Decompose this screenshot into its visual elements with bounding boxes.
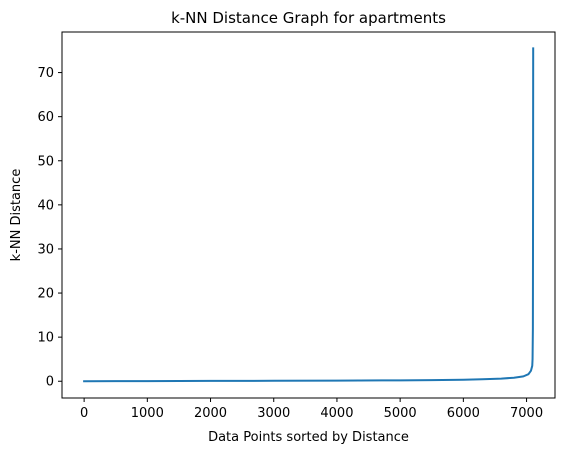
y-tick-label: 40 [37, 198, 54, 213]
chart-title: k-NN Distance Graph for apartments [171, 9, 446, 27]
x-tick-label: 6000 [447, 406, 480, 421]
series-line-0 [83, 47, 535, 383]
y-tick-label: 10 [37, 331, 54, 346]
y-tick-label: 50 [37, 154, 54, 169]
x-tick-label: 4000 [320, 406, 353, 421]
plot-frame [61, 31, 556, 399]
x-tick-label: 3000 [257, 406, 290, 421]
x-tick-label: 7000 [510, 406, 543, 421]
x-axis-label: Data Points sorted by Distance [208, 430, 409, 445]
y-tick-label: 60 [37, 110, 54, 125]
plot-layer [83, 47, 535, 383]
y-tick-label: 30 [37, 242, 54, 257]
y-tick-label: 0 [46, 375, 54, 390]
y-tick-label: 70 [37, 66, 54, 81]
x-tick-label: 2000 [194, 406, 227, 421]
y-axis-label: k-NN Distance [9, 169, 24, 262]
x-tick-label: 5000 [384, 406, 417, 421]
y-tick-label: 20 [37, 287, 54, 302]
axes-layer: 0 1000 2000 3000 4000 5000 6000 7000 0 10 20 30 40 50… [37, 31, 556, 421]
x-tick-label: 0 [80, 406, 88, 421]
x-tick-label: 1000 [131, 406, 164, 421]
